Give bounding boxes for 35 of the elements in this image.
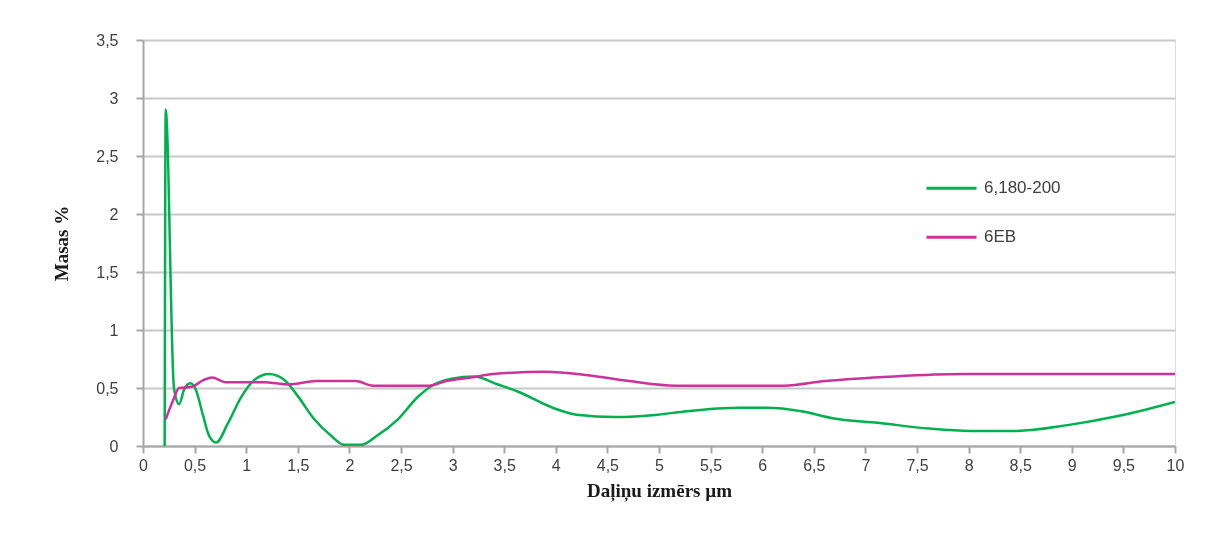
y-tick-label: 2: [109, 205, 119, 223]
x-tick-label: 5: [655, 456, 665, 474]
x-axis-title: Daļiņu izmērs µm: [587, 479, 733, 502]
x-tick-label: 10: [1166, 456, 1185, 474]
line-series: [164, 370, 1175, 421]
x-tick-label: 0: [139, 456, 149, 474]
x-tick-label: 3: [448, 456, 458, 474]
x-tick-label: 9,5: [1112, 456, 1136, 474]
x-tick-label: 1,5: [287, 456, 310, 474]
line-series: [163, 108, 1175, 446]
y-tick-label: 1,5: [96, 263, 119, 281]
x-tick-label: 8: [964, 456, 974, 474]
y-axis-title: Masas %: [51, 205, 73, 282]
legend-label: 6EB: [984, 227, 1017, 247]
x-tick-label: 2,5: [390, 456, 413, 474]
x-tick-label: 1: [242, 456, 252, 474]
y-tick-label: 1: [109, 321, 119, 339]
x-tick-label: 4: [551, 456, 561, 474]
y-tick-label: 2,5: [96, 147, 119, 165]
y-tick-label: 3: [109, 89, 119, 107]
x-tick-label: 2: [345, 456, 355, 474]
x-tick-label: 7: [861, 456, 871, 474]
y-tick-label: 3,5: [96, 31, 119, 49]
legend-label: 6,180-200: [984, 178, 1061, 198]
x-tick-label: 6: [758, 456, 768, 474]
x-tick-label: 4,5: [596, 456, 620, 474]
x-tick-label: 3,5: [493, 456, 516, 474]
x-tick-label: 8,5: [1009, 456, 1032, 474]
y-tick-label: 0: [109, 437, 119, 455]
x-tick-label: 0,5: [183, 456, 207, 474]
y-tick-label: 0,5: [96, 379, 119, 397]
x-tick-label: 6,5: [803, 456, 826, 474]
x-tick-label: 9: [1067, 456, 1077, 474]
x-tick-label: 7,5: [906, 456, 929, 474]
x-tick-label: 5,5: [699, 456, 723, 474]
